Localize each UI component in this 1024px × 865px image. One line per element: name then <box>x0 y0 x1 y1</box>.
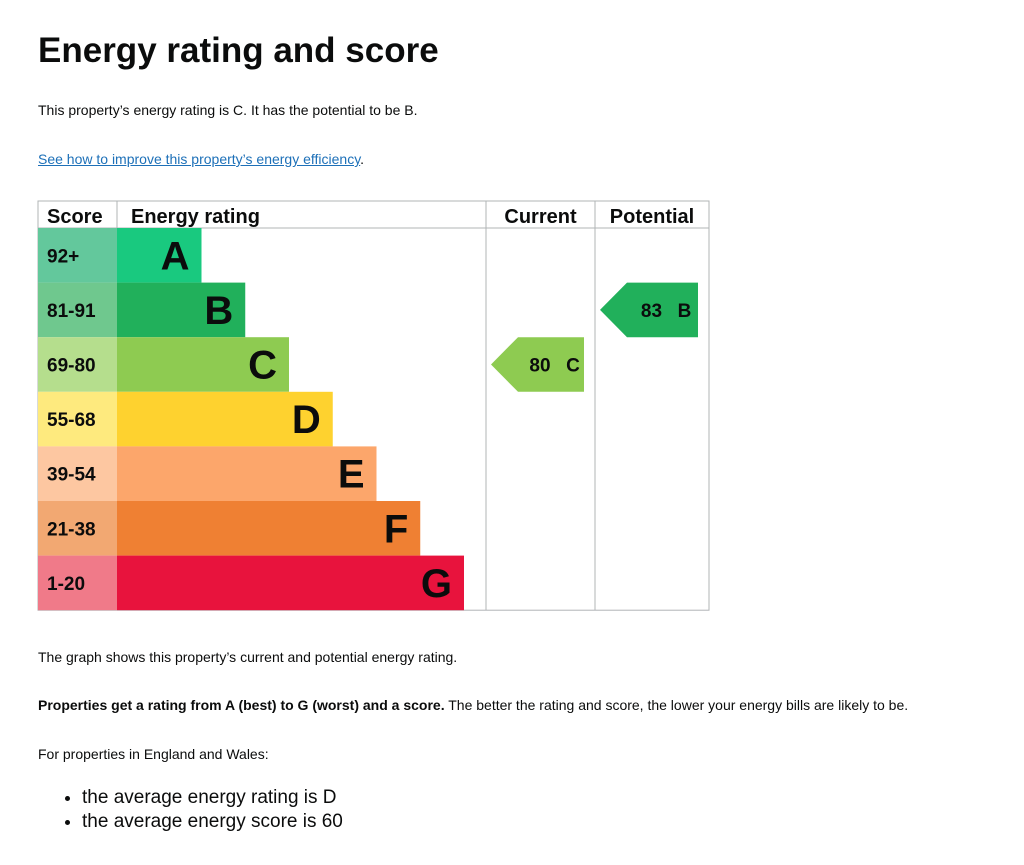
link-suffix: . <box>360 151 365 167</box>
band-letter-b: B <box>204 289 233 333</box>
band-letter-g: G <box>421 562 452 606</box>
region-intro: For properties in England and Wales: <box>38 746 269 762</box>
average-rating-item: the average energy rating is D <box>82 786 343 810</box>
current-rating-letter: C <box>566 356 580 377</box>
potential-rating-arrow <box>600 282 698 338</box>
averages-list: the average energy rating is D the avera… <box>38 786 343 834</box>
potential-rating-letter: B <box>678 301 692 322</box>
band-bar-d <box>117 391 333 447</box>
band-bar-c <box>117 337 289 392</box>
rating-summary: This property’s energy rating is C. It h… <box>38 102 418 118</box>
band-letter-f: F <box>384 507 408 551</box>
score-range-c: 69-80 <box>47 356 96 377</box>
graph-description: The graph shows this property’s current … <box>38 649 458 665</box>
score-range-d: 55-68 <box>47 410 96 431</box>
band-letter-c: C <box>248 344 277 388</box>
band-bar-a <box>117 228 202 283</box>
current-rating-score: 80 <box>529 356 550 377</box>
score-range-cell-g <box>38 555 117 611</box>
average-score-item: the average energy score is 60 <box>82 810 343 834</box>
score-range-cell-d <box>38 391 117 447</box>
score-range-cell-c <box>38 337 117 392</box>
current-rating-arrow <box>491 337 584 392</box>
score-range-b: 81-91 <box>47 301 96 322</box>
score-range-e: 39-54 <box>47 465 96 486</box>
score-range-cell-f <box>38 501 117 556</box>
header-current: Current <box>504 206 577 228</box>
score-range-f: 21-38 <box>47 519 96 540</box>
header-energy-rating: Energy rating <box>131 206 260 228</box>
improve-efficiency-paragraph: See how to improve this property’s energ… <box>38 149 364 169</box>
band-bar-e <box>117 446 377 501</box>
header-score: Score <box>47 206 103 228</box>
score-range-cell-a <box>38 228 117 283</box>
ratings-explanation-rest: The better the rating and score, the low… <box>444 697 909 713</box>
band-bar-g <box>117 555 464 611</box>
band-letter-d: D <box>292 398 321 442</box>
improve-efficiency-link[interactable]: See how to improve this property’s energ… <box>38 151 361 167</box>
band-bar-b <box>117 282 246 338</box>
band-letter-e: E <box>338 453 365 497</box>
score-range-a: 92+ <box>47 246 79 267</box>
score-range-cell-e <box>38 446 117 501</box>
potential-rating-score: 83 <box>641 301 662 322</box>
score-range-cell-b <box>38 282 117 338</box>
band-letter-a: A <box>161 234 190 278</box>
header-potential: Potential <box>610 206 694 228</box>
ratings-explanation: Properties get a rating from A (best) to… <box>38 695 908 715</box>
band-bar-f <box>117 501 421 556</box>
ratings-explanation-bold: Properties get a rating from A (best) to… <box>38 697 445 713</box>
score-range-g: 1-20 <box>47 574 85 595</box>
page-title: Energy rating and score <box>38 31 439 70</box>
